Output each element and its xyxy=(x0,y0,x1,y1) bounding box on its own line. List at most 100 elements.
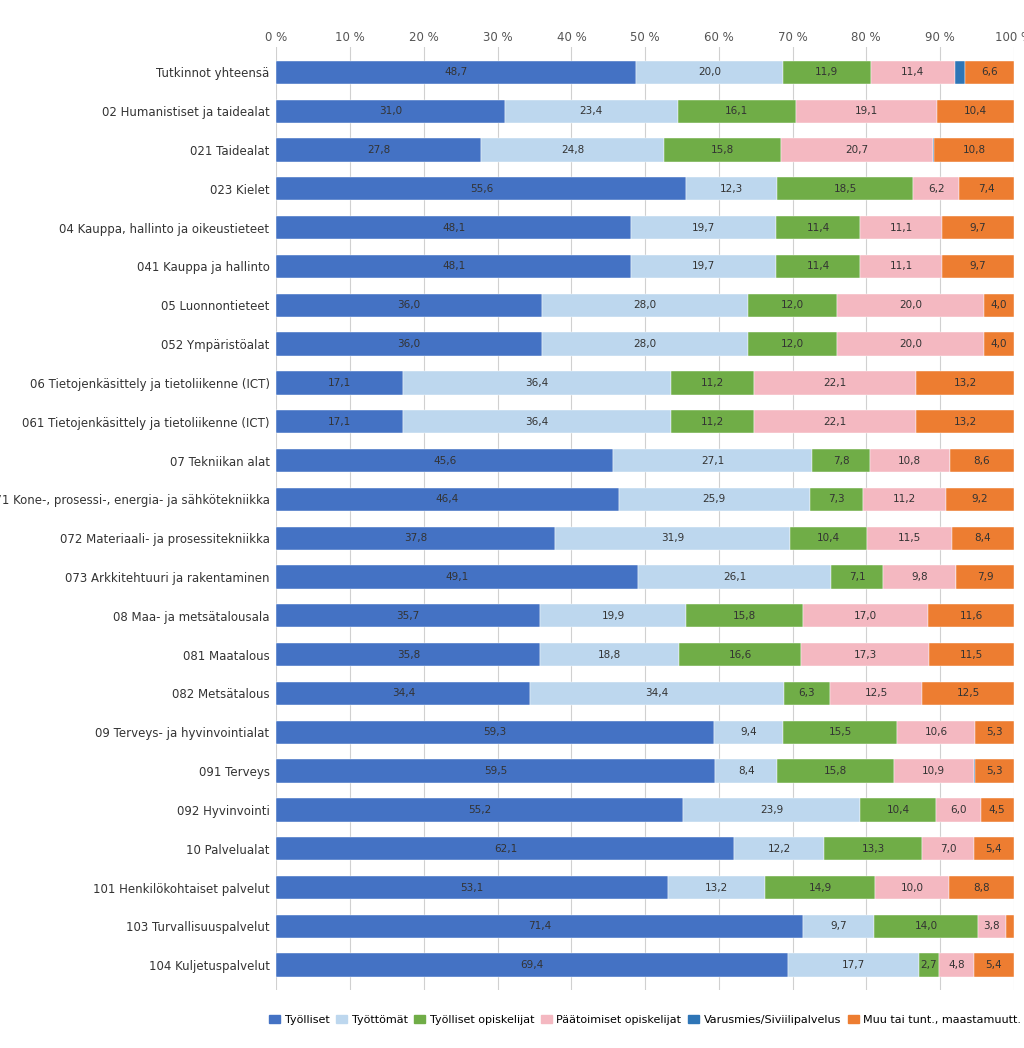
Bar xyxy=(276,604,540,628)
Text: 9,2: 9,2 xyxy=(972,495,988,504)
Bar xyxy=(950,449,1014,473)
Bar xyxy=(1006,915,1015,938)
Text: 12,0: 12,0 xyxy=(781,301,804,310)
Bar xyxy=(860,216,942,239)
Bar xyxy=(402,371,671,394)
Bar xyxy=(276,915,803,938)
Text: 12,0: 12,0 xyxy=(781,340,804,349)
Bar xyxy=(665,138,780,161)
Bar xyxy=(686,604,803,628)
Text: 6,3: 6,3 xyxy=(799,689,815,698)
Bar xyxy=(976,721,1015,744)
Bar xyxy=(783,61,870,84)
Text: 35,8: 35,8 xyxy=(397,650,420,659)
Text: 7,4: 7,4 xyxy=(978,183,994,194)
Bar xyxy=(830,565,884,589)
Text: 6,2: 6,2 xyxy=(928,183,945,194)
Text: 15,8: 15,8 xyxy=(823,766,847,777)
Text: 13,3: 13,3 xyxy=(861,844,885,854)
Text: 19,7: 19,7 xyxy=(692,261,716,271)
Text: 7,9: 7,9 xyxy=(977,572,993,582)
Bar xyxy=(636,61,783,84)
Text: 59,3: 59,3 xyxy=(483,727,507,737)
Legend: Työlliset, Työttömät, Työlliset opiskelijat, Päätoimiset opiskelijat, Varusmies/: Työlliset, Työttömät, Työlliset opiskeli… xyxy=(264,1010,1024,1029)
Text: 7,8: 7,8 xyxy=(833,456,850,465)
Bar xyxy=(974,837,1014,860)
Text: 36,0: 36,0 xyxy=(397,340,421,349)
Text: 15,8: 15,8 xyxy=(733,611,757,620)
Text: 34,4: 34,4 xyxy=(645,689,669,698)
Bar xyxy=(276,837,734,860)
Text: 2,7: 2,7 xyxy=(921,960,937,970)
Bar xyxy=(874,915,978,938)
Text: 15,8: 15,8 xyxy=(711,145,734,155)
Bar xyxy=(402,410,671,434)
Bar xyxy=(631,255,776,278)
Bar xyxy=(952,526,1014,550)
Text: 11,6: 11,6 xyxy=(959,611,983,620)
Bar xyxy=(276,682,530,705)
Bar xyxy=(870,449,949,473)
Text: 13,2: 13,2 xyxy=(705,882,728,893)
Bar xyxy=(965,61,1014,84)
Text: 49,1: 49,1 xyxy=(445,572,469,582)
Text: 48,7: 48,7 xyxy=(444,67,468,78)
Text: 16,6: 16,6 xyxy=(729,650,752,659)
Text: 11,2: 11,2 xyxy=(700,378,724,388)
Bar xyxy=(803,915,874,938)
Text: 5,4: 5,4 xyxy=(985,844,1002,854)
Text: 12,5: 12,5 xyxy=(864,689,888,698)
Bar xyxy=(863,487,946,511)
Bar xyxy=(671,371,754,394)
Bar xyxy=(937,100,1014,123)
Bar xyxy=(916,371,1014,394)
Text: 20,0: 20,0 xyxy=(899,340,922,349)
Text: 18,8: 18,8 xyxy=(598,650,622,659)
Bar xyxy=(975,760,1014,783)
Text: 10,9: 10,9 xyxy=(923,766,945,777)
Text: 8,6: 8,6 xyxy=(974,456,990,465)
Text: 14,0: 14,0 xyxy=(914,921,938,932)
Text: 31,0: 31,0 xyxy=(379,106,402,116)
Bar xyxy=(939,954,974,977)
Text: 48,1: 48,1 xyxy=(442,261,466,271)
Bar xyxy=(276,177,686,200)
Bar xyxy=(542,332,749,355)
Text: 17,7: 17,7 xyxy=(842,960,865,970)
Text: 7,1: 7,1 xyxy=(849,572,865,582)
Text: 17,3: 17,3 xyxy=(854,650,877,659)
Text: 59,5: 59,5 xyxy=(484,766,508,777)
Text: 17,1: 17,1 xyxy=(328,417,351,427)
Bar xyxy=(686,177,777,200)
Text: 71,4: 71,4 xyxy=(528,921,551,932)
Text: 24,8: 24,8 xyxy=(561,145,585,155)
Bar xyxy=(913,177,959,200)
Bar xyxy=(734,837,824,860)
Bar xyxy=(897,721,976,744)
Bar xyxy=(830,682,923,705)
Text: 8,4: 8,4 xyxy=(975,533,991,543)
Bar xyxy=(276,410,402,434)
Text: 22,1: 22,1 xyxy=(823,378,847,388)
Text: 18,5: 18,5 xyxy=(834,183,857,194)
Bar xyxy=(934,138,1014,161)
Text: 53,1: 53,1 xyxy=(461,882,484,893)
Bar xyxy=(481,138,665,161)
Text: 46,4: 46,4 xyxy=(436,495,459,504)
Bar xyxy=(876,876,949,899)
Bar xyxy=(777,760,894,783)
Text: 13,2: 13,2 xyxy=(953,378,977,388)
Bar xyxy=(984,332,1014,355)
Bar xyxy=(276,371,402,394)
Text: 16,1: 16,1 xyxy=(725,106,749,116)
Bar xyxy=(714,721,783,744)
Text: 27,1: 27,1 xyxy=(701,456,724,465)
Bar xyxy=(812,449,870,473)
Text: 10,4: 10,4 xyxy=(817,533,841,543)
Text: 62,1: 62,1 xyxy=(494,844,517,854)
Text: 19,1: 19,1 xyxy=(855,106,879,116)
Text: 36,0: 36,0 xyxy=(397,301,421,310)
Text: 8,4: 8,4 xyxy=(738,766,755,777)
Text: 7,0: 7,0 xyxy=(940,844,956,854)
Bar xyxy=(276,799,683,822)
